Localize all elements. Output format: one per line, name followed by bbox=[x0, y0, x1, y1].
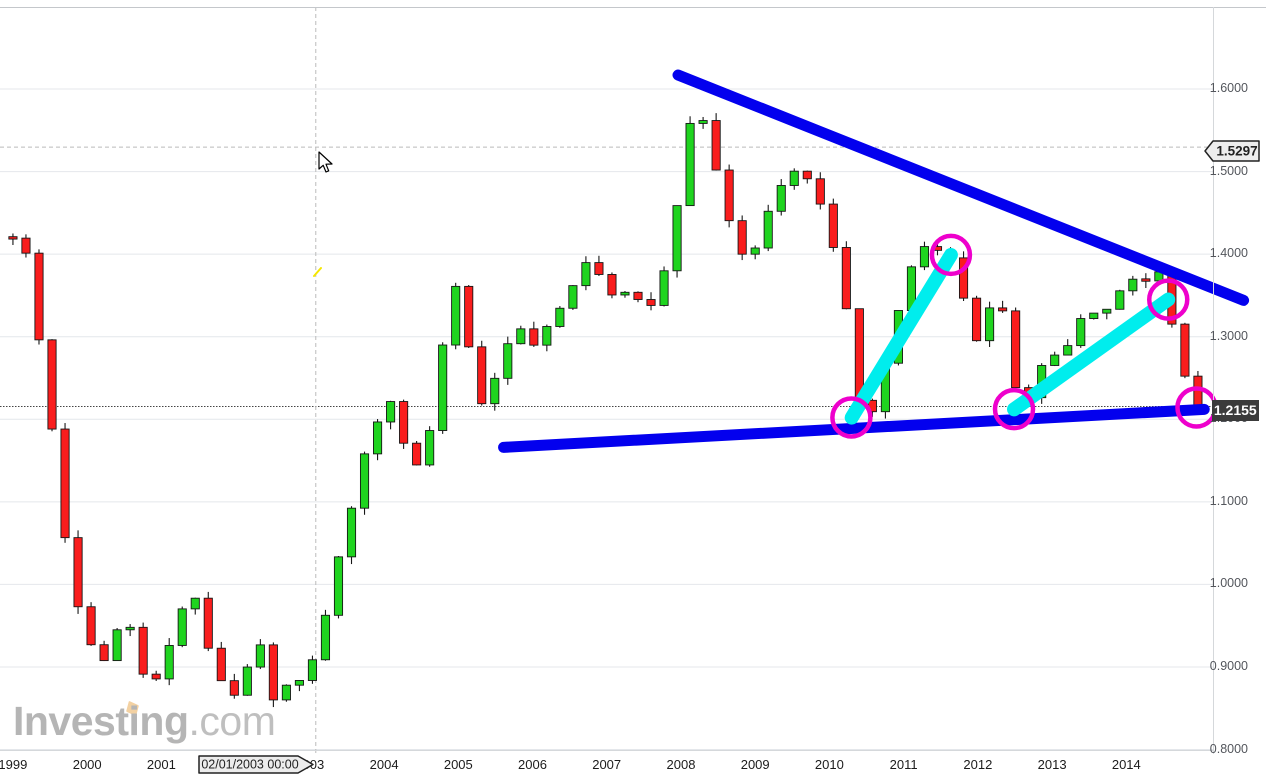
svg-text:02/01/2003 00:00: 02/01/2003 00:00 bbox=[201, 758, 298, 772]
svg-text:1.5297: 1.5297 bbox=[1216, 143, 1257, 158]
